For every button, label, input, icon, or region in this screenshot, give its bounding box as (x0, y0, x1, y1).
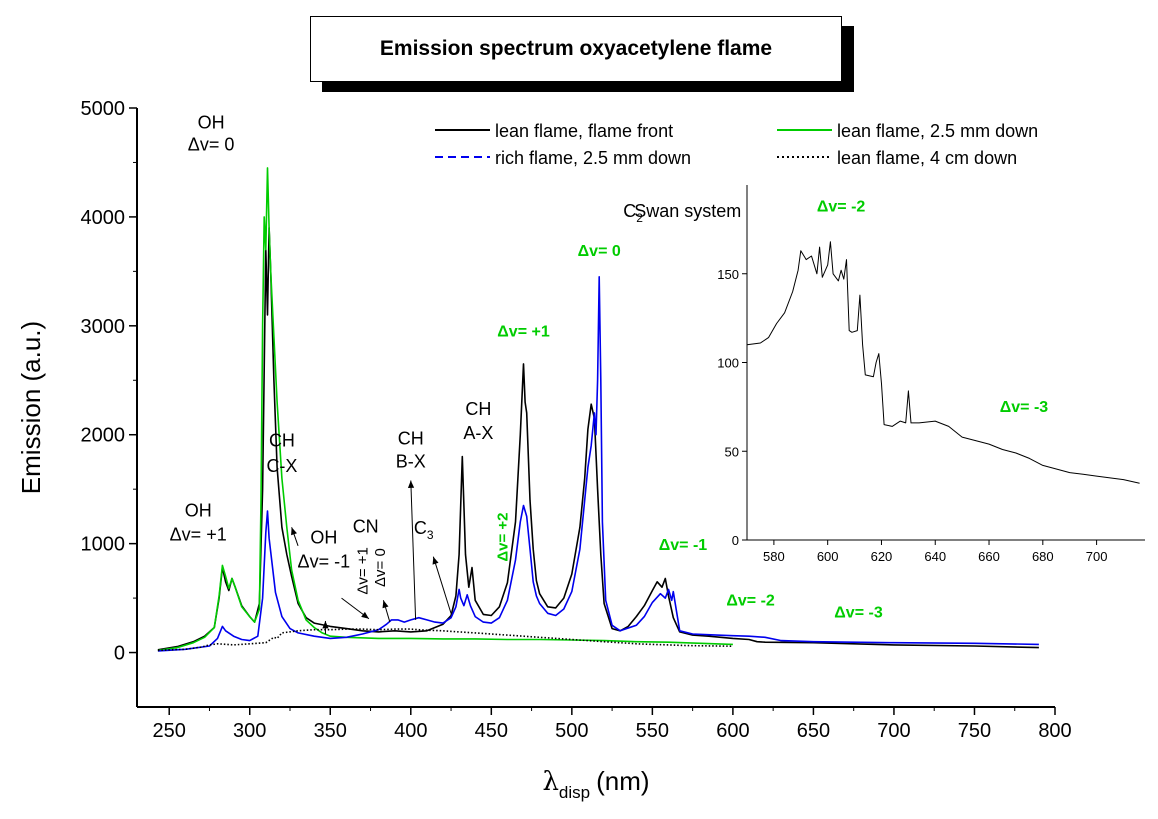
x-tick-label: 500 (555, 720, 588, 742)
annotation-17: Δv= 0 (578, 243, 621, 260)
annotation-24: Δv= 0 (372, 548, 389, 587)
inset-y-tick-label: 100 (717, 356, 739, 371)
annotation-2: Δv= 0 (188, 134, 235, 154)
x-axis-label-sub: disp (559, 783, 590, 802)
legend-label-1: lean flame, flame front (495, 121, 673, 141)
annotation-10: CH (398, 429, 424, 449)
inset-plot: 580 600 620 640 660 680 700 0 50 100 150 Δv= -2 Δv= … (717, 185, 1145, 564)
main-plot: 250 300 350 400 450 500 550 600 650 700 750 8000100… (16, 98, 1072, 802)
annotation-11: B-X (396, 451, 426, 471)
chart-title: Emission spectrum oxyacetylene flame (379, 37, 773, 60)
annotation-23: Δv= +1 (354, 547, 371, 595)
annotation-1: OH (198, 113, 225, 133)
x-tick-label: 650 (797, 720, 830, 742)
inset-y-tick-label: 50 (725, 444, 739, 459)
chart-title-box: Emission spectrum oxyacetylene flame (310, 16, 842, 82)
y-tick-label: 4000 (81, 207, 126, 229)
annotation-19: Δv= +2 (494, 513, 511, 562)
inset-x-tick-label: 700 (1086, 549, 1108, 564)
inset-y-tick-label: 0 (732, 533, 739, 548)
annotation-arrowhead-3 (361, 611, 369, 619)
annotation-c2-subscript: 2 (636, 211, 643, 225)
inset-y-tick-label: 150 (717, 267, 739, 282)
y-tick-label: 1000 (81, 534, 126, 556)
inset-x-tick-label: 620 (871, 549, 893, 564)
annotation-13: CH (465, 399, 491, 419)
annotation-3: OH (185, 500, 212, 520)
annotation-9: CN (353, 517, 379, 537)
annotation-arrow-6 (432, 556, 452, 614)
annotation-4: Δv= +1 (170, 524, 227, 544)
series-line-4 (157, 628, 733, 652)
x-tick-label: 800 (1038, 720, 1071, 742)
y-tick-label: 3000 (81, 316, 126, 338)
annotation-arrowhead-1 (291, 527, 297, 536)
annotation-arrow-5 (410, 480, 417, 620)
x-tick-label: 400 (394, 720, 427, 742)
y-tick-label: 0 (114, 643, 125, 665)
x-tick-label: 300 (233, 720, 266, 742)
annotation-arrowhead-5 (407, 480, 415, 488)
x-tick-label: 450 (475, 720, 508, 742)
annotation-arrowhead-4 (382, 600, 389, 609)
annotation-21: Δv= -2 (726, 593, 775, 610)
y-axis-label: Emission (a.u.) (16, 321, 46, 494)
annotation-16: Swan system (634, 201, 741, 221)
annotation-22: Δv= -3 (834, 605, 883, 622)
x-tick-label: 700 (877, 720, 910, 742)
legend-label-3: rich flame, 2.5 mm down (495, 148, 691, 168)
annotation-8: Δv= -1 (298, 552, 351, 572)
annotation-7: OH (310, 528, 337, 548)
x-tick-label: 250 (153, 720, 186, 742)
inset-x-tick-label: 580 (763, 549, 785, 564)
x-tick-label: 750 (958, 720, 991, 742)
x-tick-label: 600 (716, 720, 749, 742)
legend-label-2: lean flame, 2.5 mm down (837, 121, 1038, 141)
annotation-12: C3 (414, 518, 434, 542)
inset-annotation-2: Δv= -3 (1000, 399, 1049, 416)
annotation-20: Δv= -1 (659, 537, 708, 554)
y-tick-label: 5000 (81, 98, 126, 120)
inset-x-tick-label: 680 (1032, 549, 1054, 564)
inset-x-tick-label: 660 (978, 549, 1000, 564)
legend-label-4: lean flame, 4 cm down (837, 148, 1017, 168)
inset-series-line-1 (746, 241, 1140, 484)
annotation-arrowhead-6 (432, 556, 439, 565)
x-axis-label-lambda: λ (542, 767, 558, 797)
inset-annotation-1: Δv= -2 (817, 199, 866, 216)
series-line-3 (157, 276, 1039, 652)
annotation-18: Δv= +1 (497, 324, 550, 341)
x-tick-label: 350 (314, 720, 347, 742)
annotation-6: C-X (266, 456, 297, 476)
annotation-arrowhead-2 (322, 620, 329, 629)
x-tick-label: 550 (636, 720, 669, 742)
series-line-1 (157, 227, 1039, 651)
x-axis-label: λdisp (nm) (542, 766, 649, 802)
annotation-c3-subscript: 3 (427, 528, 434, 542)
series-line-2 (157, 167, 733, 652)
annotation-14: A-X (463, 423, 493, 443)
inset-x-tick-label: 640 (924, 549, 946, 564)
y-tick-label: 2000 (81, 425, 126, 447)
x-axis-label-unit: (nm) (596, 766, 649, 796)
annotation-5: CH (269, 431, 295, 451)
inset-x-tick-label: 600 (817, 549, 839, 564)
